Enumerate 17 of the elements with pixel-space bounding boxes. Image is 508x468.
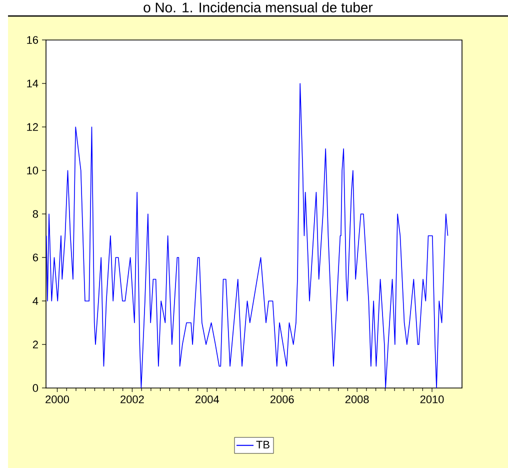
- y-tick-label: 0: [32, 384, 38, 392]
- legend-label: TB: [256, 440, 270, 448]
- x-tick-label: 2010: [420, 396, 444, 404]
- x-tick-label: 2006: [270, 396, 294, 404]
- x-tick-label: 2008: [345, 396, 369, 404]
- y-tick-label: 16: [27, 36, 38, 44]
- y-tick-label: 12: [27, 123, 38, 131]
- y-tick-label: 8: [32, 210, 38, 218]
- x-tick-label: 2002: [120, 396, 144, 404]
- y-tick-label: 10: [27, 166, 38, 174]
- chart-title: o No. 1. Incidencia mensual de tuber: [144, 2, 373, 12]
- x-tick-label: 2000: [46, 396, 69, 404]
- y-tick-label: 4: [32, 297, 38, 305]
- y-tick-label: 2: [32, 340, 38, 348]
- x-tick-label: 2004: [196, 396, 220, 404]
- y-tick-label: 6: [32, 254, 38, 262]
- y-tick-label: 14: [27, 80, 38, 88]
